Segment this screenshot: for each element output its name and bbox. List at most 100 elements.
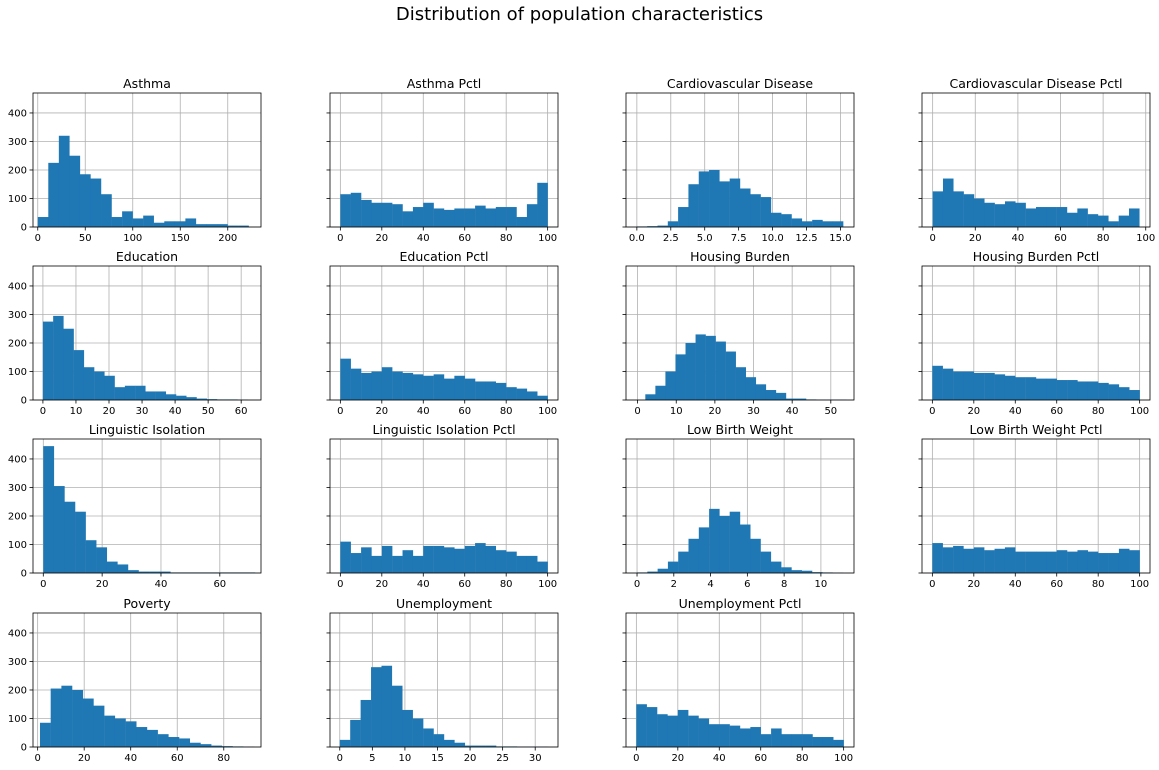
histogram-bar: [785, 398, 797, 400]
axes-frame: [921, 265, 1151, 401]
histogram-bar: [1108, 221, 1119, 227]
x-tick-label: 0: [40, 579, 46, 590]
histogram-bar: [464, 378, 476, 400]
histogram-bar: [444, 378, 455, 400]
y-tick-label: 100: [8, 194, 27, 205]
histogram-bar: [760, 197, 772, 227]
histogram-bar: [657, 714, 668, 747]
histogram-bar: [350, 368, 362, 400]
axes-frame: [329, 92, 559, 228]
histogram-bar: [117, 564, 129, 573]
histogram-bar: [506, 551, 517, 573]
x-tick-label: 20: [671, 753, 684, 764]
x-tick-label: 30: [136, 406, 149, 417]
histogram-bar: [750, 538, 761, 573]
histogram-bar: [454, 548, 465, 573]
histogram-bar: [391, 685, 403, 747]
histogram-bar: [1098, 215, 1109, 227]
x-tick-label: 20: [375, 406, 388, 417]
histogram-bar: [942, 368, 954, 400]
histogram-bar: [942, 547, 954, 573]
histogram-bar: [111, 217, 123, 227]
histogram-bar: [350, 192, 362, 227]
x-tick-label: 20: [103, 406, 116, 417]
histogram-bar: [485, 745, 497, 747]
x-tick-label: 30: [529, 753, 542, 764]
histogram-bar: [942, 178, 954, 227]
y-tick-label: 0: [21, 569, 27, 580]
histogram-bar: [688, 184, 699, 227]
histogram-bar: [485, 208, 497, 227]
x-tick-label: 100: [123, 233, 142, 244]
histogram-bar: [211, 745, 223, 747]
histogram-bar: [464, 545, 476, 573]
x-tick-label: 150: [171, 233, 190, 244]
histogram-bar: [361, 547, 372, 573]
subplot-title: Linguistic Isolation: [89, 422, 205, 437]
histogram-bar: [695, 334, 706, 400]
histogram-bar: [750, 727, 761, 747]
histogram-bar: [760, 551, 772, 573]
histogram-bar: [802, 734, 813, 747]
x-tick-label: 10: [815, 579, 828, 590]
y-tick-label: 400: [8, 628, 27, 639]
histogram-bar: [50, 688, 62, 747]
histogram-bar: [537, 561, 548, 573]
x-tick-label: 80: [217, 753, 230, 764]
histogram-bar: [72, 689, 83, 747]
histogram-bar: [495, 207, 507, 227]
x-tick-label: 0: [634, 406, 640, 417]
y-tick-label: 200: [8, 165, 27, 176]
histogram-bar: [423, 375, 434, 400]
x-tick-label: 10: [70, 406, 83, 417]
histogram-linguistic-isolation: Linguistic Isolation 0 20 40 60 0 100 200 300 400: [8, 422, 262, 590]
histogram-bar: [1087, 551, 1099, 573]
histogram-bar: [412, 718, 424, 747]
histogram-bar: [185, 218, 197, 227]
histogram-bar: [698, 171, 710, 227]
histogram-bar: [1004, 375, 1016, 400]
histogram-bar: [381, 665, 393, 747]
y-tick-label: 300: [8, 137, 27, 148]
subplot-title: Unemployment Pctl: [679, 596, 802, 611]
histogram-bar: [433, 734, 445, 747]
x-tick-label: 60: [235, 406, 248, 417]
histogram-bar: [1056, 380, 1068, 400]
histogram-bar: [677, 709, 689, 747]
histogram-bar: [796, 398, 807, 400]
histogram-bar: [101, 194, 112, 227]
histogram-bar: [339, 739, 351, 747]
histogram-bar: [963, 548, 975, 573]
histogram-bar: [984, 372, 995, 400]
histogram-bar: [104, 715, 116, 747]
histogram-bar: [96, 547, 108, 573]
histogram-bar: [43, 446, 55, 573]
histogram-bar: [186, 397, 197, 400]
histogram-bar: [645, 394, 656, 400]
histogram-bar: [657, 225, 668, 227]
axes-frame: [625, 438, 855, 574]
histogram-bar: [1025, 208, 1037, 227]
histogram-bar: [227, 225, 239, 227]
axes-frame: [921, 438, 1151, 574]
x-tick-label: 100: [1130, 406, 1149, 417]
x-tick-label: 100: [538, 233, 557, 244]
x-tick-label: 0: [929, 406, 935, 417]
x-tick-label: 0: [337, 753, 343, 764]
histogram-bar: [159, 571, 171, 573]
x-tick-label: 0: [337, 233, 343, 244]
x-tick-label: 40: [124, 753, 137, 764]
histogram-bar: [371, 202, 383, 227]
histogram-bar: [179, 738, 191, 747]
histogram-bar: [1046, 551, 1057, 573]
histogram-bar: [932, 191, 944, 227]
histogram-bar: [412, 207, 424, 227]
histogram-bar: [791, 734, 803, 747]
histogram-bar: [475, 205, 486, 227]
x-tick-label: 8: [781, 579, 787, 590]
histogram-bar: [350, 553, 362, 573]
histogram-bar: [73, 350, 85, 400]
x-tick-label: 2.5: [663, 233, 679, 244]
axes-frame: [32, 438, 262, 574]
